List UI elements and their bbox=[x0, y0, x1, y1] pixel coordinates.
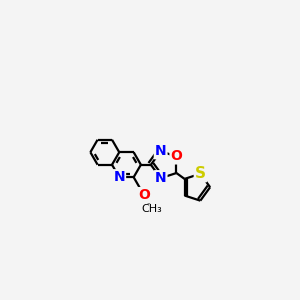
Text: O: O bbox=[138, 188, 150, 202]
Text: N: N bbox=[113, 170, 125, 184]
Text: O: O bbox=[170, 149, 182, 164]
Text: N: N bbox=[155, 144, 167, 158]
Text: S: S bbox=[195, 166, 206, 181]
Text: CH₃: CH₃ bbox=[142, 204, 162, 214]
Text: N: N bbox=[155, 171, 167, 185]
